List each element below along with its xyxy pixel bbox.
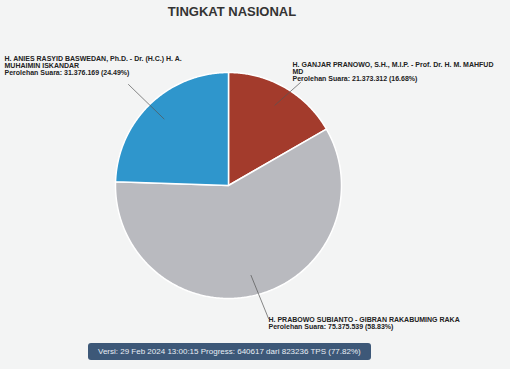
svg-text:H. GANJAR PRANOWO, S.H., M.I.P: H. GANJAR PRANOWO, S.H., M.I.P. - Prof. … [293, 61, 494, 83]
html-text:TINGKAT NASIONAL: TINGKAT NASIONAL [167, 4, 297, 19]
svg-text:H. ANIES RASYID BASWEDAN, Ph.D: H. ANIES RASYID BASWEDAN, Ph.D. - Dr. (H… [5, 55, 182, 77]
html-text:Versi: 29 Feb 2024 13:00:15 Pr: Versi: 29 Feb 2024 13:00:15 Progress: 64… [98, 347, 361, 356]
svg-text:H. PRABOWO SUBIANTO - GIBRAN R: H. PRABOWO SUBIANTO - GIBRAN RAKABUMING … [269, 316, 460, 331]
